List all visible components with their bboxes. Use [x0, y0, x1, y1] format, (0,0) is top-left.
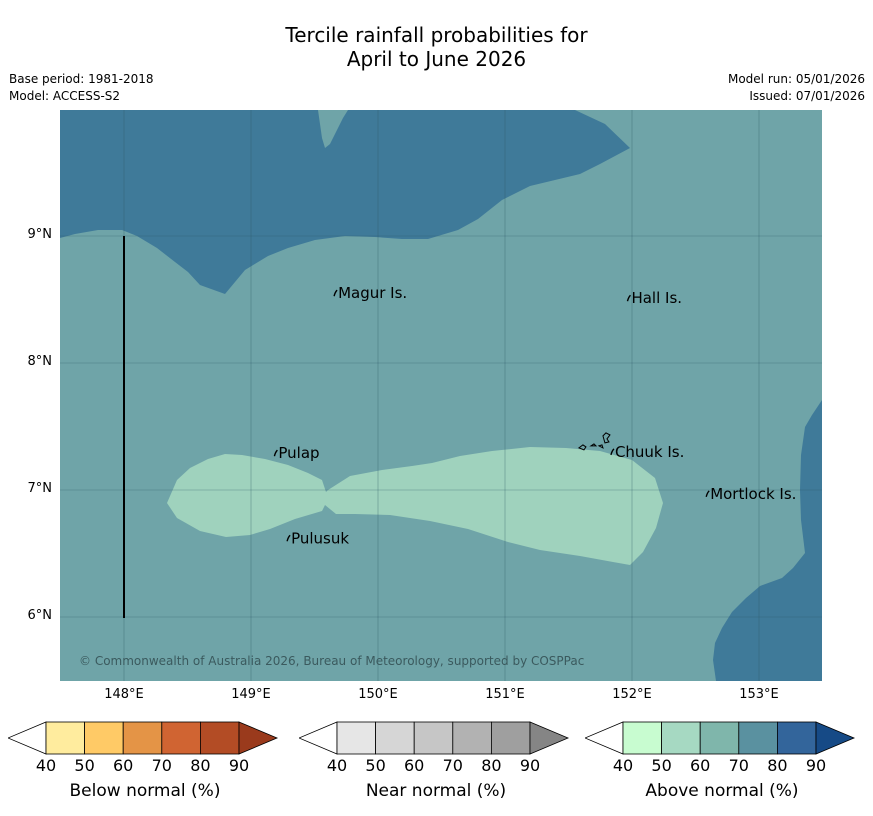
base-period-text: Base period: 1981-2018 [9, 72, 154, 86]
colorbar-near-normal [299, 721, 570, 755]
colorbar-tick-label: 40 [326, 756, 348, 775]
model-text: Model: ACCESS-S2 [9, 89, 121, 103]
longitude-tick-label: 148°E [104, 687, 144, 702]
longitude-tick-label: 151°E [485, 687, 525, 702]
issued-text: Issued: 07/01/2026 [749, 89, 865, 103]
colorbar-segment [161, 721, 201, 755]
latitude-tick-label: 6°N [27, 608, 53, 623]
above-80-region-north [60, 110, 630, 294]
longitude-tick-label: 150°E [358, 687, 398, 702]
colorbar-tick-label: 90 [228, 756, 250, 775]
above-80-region-southeast [713, 400, 822, 681]
colorbar-segment [84, 721, 124, 755]
colorbar-tick-label: 50 [365, 756, 386, 775]
colorbar-tick-label: 60 [690, 756, 711, 775]
colorbar-tick-label: 50 [651, 756, 672, 775]
colorbar-tick-label: 60 [404, 756, 425, 775]
colorbar-tick-label: 70 [151, 756, 172, 775]
colorbar-segment [776, 721, 817, 755]
colorbar-segment [413, 721, 454, 755]
colorbar-segment [699, 721, 740, 755]
place-label: Mortlock Is. [710, 485, 796, 503]
colorbar-tick-label: 40 [612, 756, 634, 775]
longitude-tick-label: 149°E [231, 687, 271, 702]
latitude-tick-label: 7°N [27, 481, 53, 496]
longitude-tick-label: 153°E [739, 687, 779, 702]
colorbar-min-triangle [299, 721, 338, 755]
island-marker [333, 289, 338, 297]
colorbar-above-normal [585, 721, 856, 755]
colorbar-segment [738, 721, 778, 755]
colorbar-segment [375, 721, 415, 755]
island-marker [610, 448, 615, 456]
above-60-region [167, 447, 663, 565]
place-label: Magur Is. [338, 284, 407, 302]
map-title-line-2: April to June 2026 [346, 47, 527, 71]
islands-layer: Magur Is. Hall Is. Pulap Chuuk Is. Mortlock … [273, 284, 796, 547]
map-title-line-1: Tercile rainfall probabilities for [285, 23, 588, 47]
colorbar-tick-label: 80 [190, 756, 211, 775]
colorbar-max-triangle [529, 721, 570, 755]
colorbar-min-triangle [8, 721, 47, 755]
colorbar-segment [336, 721, 376, 755]
colorbar-near-normal-label: Near normal (%) [365, 781, 507, 801]
colorbar-above-normal-label: Above normal (%) [645, 781, 799, 801]
colorbar-segment [490, 721, 531, 755]
colorbar-max-triangle [238, 721, 279, 755]
island-marker [626, 294, 631, 302]
graticule [60, 110, 822, 681]
longitude-tick-label: 152°E [612, 687, 652, 702]
island-marker [705, 490, 710, 497]
colorbar-segment [122, 721, 163, 755]
colorbar-tick-label: 70 [728, 756, 749, 775]
rainfall-probability-map: Magur Is. Hall Is. Pulap Chuuk Is. Mortlock … [60, 110, 822, 681]
colorbar-tick-label: 90 [519, 756, 541, 775]
island-marker [286, 534, 291, 542]
latitude-tick-label: 9°N [27, 227, 53, 242]
meta-left: Base period: 1981-2018 Model: ACCESS-S2 [9, 71, 154, 105]
place-label: Pulusuk [291, 529, 349, 547]
copyright-text: © Commonwealth of Australia 2026, Bureau… [79, 654, 584, 668]
colorbar-max-triangle [815, 721, 856, 755]
meta-right: Model run: 05/01/2026 Issued: 07/01/2026 [728, 71, 865, 105]
colorbar-below-normal-label: Below normal (%) [69, 781, 221, 801]
colorbar-tick-label: 80 [767, 756, 788, 775]
latitude-tick-label: 8°N [27, 354, 53, 369]
colorbar-tick-label: 50 [74, 756, 95, 775]
colorbar-segment [622, 721, 662, 755]
place-label: Hall Is. [631, 289, 682, 307]
colorbar-tick-label: 90 [805, 756, 827, 775]
model-run-text: Model run: 05/01/2026 [727, 72, 865, 86]
colorbar-tick-label: 40 [35, 756, 57, 775]
colorbar-tick-label: 80 [481, 756, 502, 775]
place-label: Pulap [278, 444, 319, 462]
island-marker [273, 449, 278, 457]
colorbar-segment [452, 721, 492, 755]
colorbar-segment [661, 721, 701, 755]
place-label: Chuuk Is. [615, 443, 684, 461]
colorbar-tick-label: 70 [442, 756, 463, 775]
colorbar-segment [199, 721, 240, 755]
colorbar-below-normal [8, 721, 279, 755]
chuuk-lagoon-islands [577, 432, 611, 451]
colorbar-segment [45, 721, 85, 755]
colorbar-tick-label: 60 [113, 756, 134, 775]
colorbar-min-triangle [585, 721, 624, 755]
